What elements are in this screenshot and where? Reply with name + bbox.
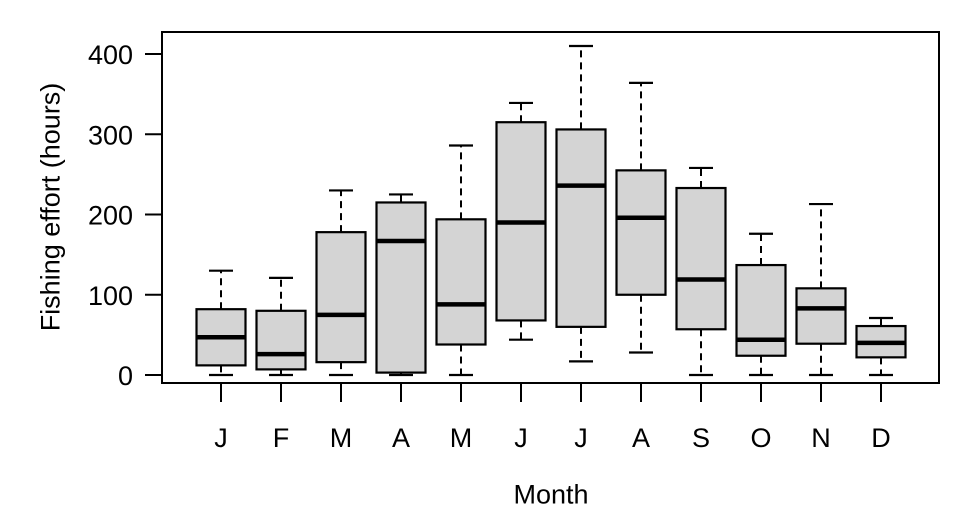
y-axis-tick-label: 0 <box>118 361 133 391</box>
y-axis-tick-label: 400 <box>88 40 133 70</box>
x-axis-tick-label: J <box>514 423 528 453</box>
x-axis-tick-label: J <box>214 423 228 453</box>
x-axis-tick-label: A <box>632 423 650 453</box>
x-axis-tick-label: M <box>450 423 473 453</box>
x-axis-tick-label: D <box>871 423 891 453</box>
y-axis-tick-label: 300 <box>88 120 133 150</box>
x-axis-tick-label: M <box>330 423 353 453</box>
iqr-box <box>615 169 667 296</box>
x-axis-tick-label: N <box>811 423 831 453</box>
x-axis-tick-label: A <box>392 423 410 453</box>
x-axis-tick-label: O <box>750 423 771 453</box>
y-axis-tick-label: 200 <box>88 201 133 231</box>
iqr-box <box>435 218 487 346</box>
y-axis-tick-label: 100 <box>88 281 133 311</box>
iqr-box <box>315 231 367 364</box>
iqr-box <box>795 287 847 345</box>
x-axis-title: Month <box>513 479 589 510</box>
y-axis-title: Fishing effort (hours) <box>35 82 66 332</box>
iqr-box <box>555 128 607 328</box>
plot-frame <box>161 31 940 384</box>
iqr-box <box>675 186 727 331</box>
iqr-box <box>255 309 307 371</box>
iqr-box <box>375 201 427 374</box>
x-axis-tick-label: S <box>692 423 710 453</box>
x-axis-tick-label: F <box>273 423 290 453</box>
iqr-box <box>735 263 787 357</box>
x-axis-tick-label: J <box>574 423 588 453</box>
